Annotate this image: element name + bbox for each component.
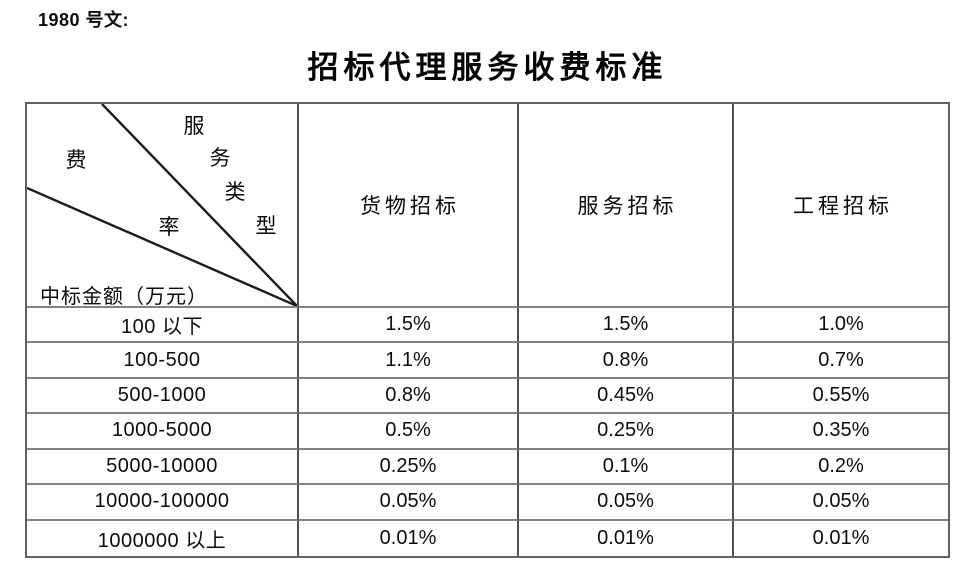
rate-cell: 1.5% <box>519 308 734 344</box>
row-amount: 100-500 <box>27 343 299 379</box>
rate-cell: 0.05% <box>734 485 948 521</box>
column-header-service: 服务招标 <box>519 104 734 308</box>
rate-cell: 0.25% <box>299 449 519 486</box>
rate-cell: 0.1% <box>519 449 734 486</box>
row-amount: 500-1000 <box>27 378 299 415</box>
amount-axis-label: 中标金额（万元） <box>40 286 208 308</box>
rate-cell: 0.2% <box>734 450 948 486</box>
fee-rate-char: 费 <box>65 148 87 172</box>
row-amount: 10000-100000 <box>27 485 299 521</box>
column-header-works: 工程招标 <box>734 104 948 308</box>
corner-header-cell: 服 务 类 型 费 率 中标金额（万元） <box>27 104 299 308</box>
column-header-goods: 货物招标 <box>299 104 519 308</box>
diagonal-lines <box>27 104 297 306</box>
rate-cell: 1.0% <box>734 308 948 344</box>
rate-cell: 0.8% <box>299 378 519 415</box>
rate-cell: 0.05% <box>519 485 734 521</box>
rate-cell: 0.45% <box>519 378 734 415</box>
rate-cell: 0.05% <box>299 485 519 521</box>
page-title: 招标代理服务收费标准 <box>307 50 668 85</box>
rate-cell: 0.25% <box>519 414 734 450</box>
rate-cell: 0.35% <box>734 414 948 450</box>
rate-cell: 0.01% <box>299 520 519 556</box>
row-amount: 1000-5000 <box>27 414 299 450</box>
rate-cell: 0.8% <box>519 343 734 379</box>
rate-cell: 0.01% <box>812 526 870 549</box>
row-amount: 5000-10000 <box>27 449 299 486</box>
doc-number-label: 1980 号文: <box>38 10 130 30</box>
service-type-char: 务 <box>209 146 231 170</box>
rate-cell: 0.55% <box>734 379 948 415</box>
rate-cell: 0.7% <box>734 343 948 379</box>
service-type-char: 型 <box>255 214 277 238</box>
rate-cell: 0.01% <box>519 520 734 556</box>
fee-standard-table: 服 务 类 型 费 率 中标金额（万元） 货物招标 服务招标 工程招标 100 … <box>25 102 950 558</box>
row-amount: 100 以下 <box>27 308 299 344</box>
row-amount: 1000000 以上 <box>27 520 299 556</box>
rate-cell: 1.1% <box>299 343 519 379</box>
fee-rate-char: 率 <box>158 215 180 239</box>
service-type-char: 类 <box>224 180 246 204</box>
rate-cell: 1.5% <box>299 308 519 344</box>
service-type-char: 服 <box>183 114 205 138</box>
rate-cell: 0.5% <box>299 414 519 450</box>
